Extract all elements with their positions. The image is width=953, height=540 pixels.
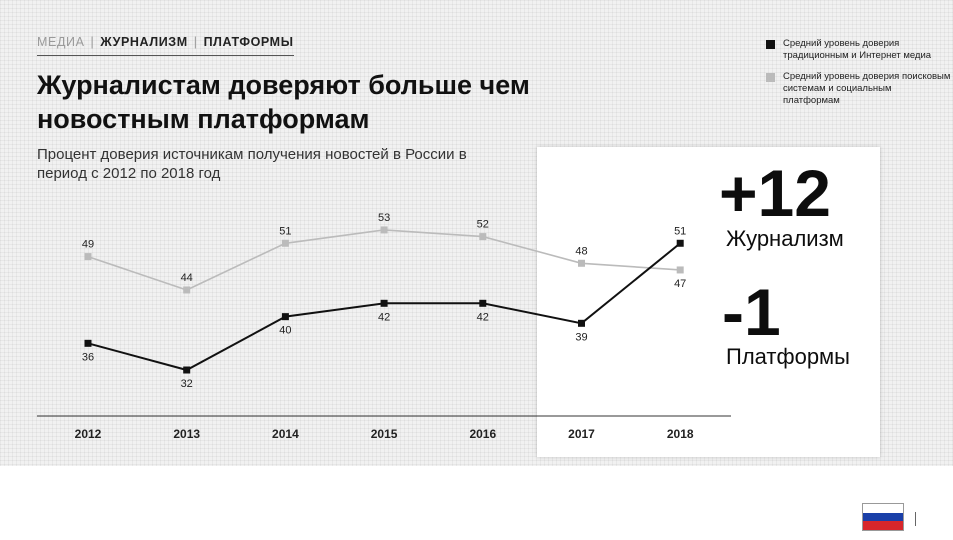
x-tick-label: 2017 bbox=[568, 427, 595, 441]
data-point-platforms bbox=[380, 226, 388, 234]
legend-item-platforms: Средний уровень доверия поисковым систем… bbox=[766, 71, 951, 107]
legend-label-platforms: Средний уровень доверия поисковым систем… bbox=[783, 71, 951, 106]
data-label-media: 51 bbox=[674, 225, 686, 237]
breadcrumb: МЕДИА | ЖУРНАЛИЗМ | ПЛАТФОРМЫ bbox=[37, 35, 294, 56]
data-point-media bbox=[479, 299, 487, 307]
x-tick-label: 2015 bbox=[371, 427, 398, 441]
data-label-platforms: 52 bbox=[477, 219, 489, 231]
data-label-platforms: 44 bbox=[181, 272, 193, 284]
breadcrumb-separator: | bbox=[90, 35, 95, 49]
legend-item-media: Средний уровень доверия традиционным и И… bbox=[766, 38, 951, 62]
legend-label-media: Средний уровень доверия традиционным и И… bbox=[783, 38, 932, 61]
breadcrumb-item-media[interactable]: МЕДИА bbox=[37, 35, 85, 49]
breadcrumb-separator: | bbox=[193, 35, 198, 49]
summary-panel bbox=[537, 147, 880, 457]
data-point-platforms bbox=[183, 286, 191, 294]
russia-flag-icon bbox=[862, 503, 904, 531]
data-point-media bbox=[84, 339, 92, 347]
slide-background: МЕДИА | ЖУРНАЛИЗМ | ПЛАТФОРМЫ Журналистам до… bbox=[0, 0, 953, 466]
data-label-media: 40 bbox=[279, 325, 291, 337]
x-tick-label: 2016 bbox=[469, 427, 496, 441]
legend-swatch-media bbox=[766, 40, 775, 49]
x-tick-label: 2018 bbox=[667, 427, 694, 441]
data-point-media bbox=[380, 299, 388, 307]
legend-swatch-platforms bbox=[766, 73, 775, 82]
data-point-platforms bbox=[281, 239, 289, 247]
data-point-platforms bbox=[578, 259, 585, 267]
journalism-change-label: Журнализм bbox=[726, 226, 844, 251]
breadcrumb-item-journalism[interactable]: ЖУРНАЛИЗМ bbox=[100, 35, 188, 49]
page-subtitle: Процент доверия источникам получения нов… bbox=[37, 146, 467, 182]
flag-stripe-blue bbox=[863, 512, 903, 522]
page-title: Журналистам доверяют больше чем новостны… bbox=[37, 70, 530, 134]
data-label-media: 39 bbox=[575, 331, 587, 343]
data-point-platforms bbox=[676, 266, 684, 274]
flag-stripe-white bbox=[863, 504, 903, 513]
journalism-change-value: +12 bbox=[719, 156, 831, 230]
data-point-media bbox=[676, 239, 684, 247]
platforms-change-label: Платформы bbox=[726, 344, 850, 369]
data-label-platforms: 53 bbox=[378, 212, 390, 224]
data-label-media: 42 bbox=[378, 311, 390, 323]
platforms-change-value: -1 bbox=[722, 275, 781, 349]
data-label-platforms: 48 bbox=[575, 245, 587, 257]
x-tick-label: 2013 bbox=[173, 427, 200, 441]
breadcrumb-item-platforms[interactable]: ПЛАТФОРМЫ bbox=[203, 35, 294, 49]
data-point-media bbox=[281, 313, 289, 321]
data-point-media bbox=[183, 366, 191, 374]
line-chart: 2012 2013 2014 2015 2016 2017 2018 49 44 51 53 52 48… bbox=[37, 212, 731, 441]
data-label-media: 36 bbox=[82, 351, 94, 363]
data-label-platforms: 47 bbox=[674, 278, 686, 290]
data-label-platforms: 49 bbox=[82, 239, 94, 251]
chart-legend: Средний уровень доверия традиционным и И… bbox=[766, 38, 951, 116]
footer-divider bbox=[915, 512, 916, 526]
x-tick-label: 2012 bbox=[75, 427, 102, 441]
flag-stripe-red bbox=[863, 521, 903, 530]
data-label-media: 32 bbox=[181, 378, 193, 390]
data-label-platforms: 51 bbox=[279, 225, 291, 237]
data-label-media: 42 bbox=[477, 311, 489, 323]
x-tick-label: 2014 bbox=[272, 427, 299, 441]
data-point-platforms bbox=[479, 233, 487, 241]
series-line-platforms bbox=[87, 229, 681, 291]
data-point-platforms bbox=[84, 253, 92, 261]
data-point-media bbox=[578, 319, 585, 327]
